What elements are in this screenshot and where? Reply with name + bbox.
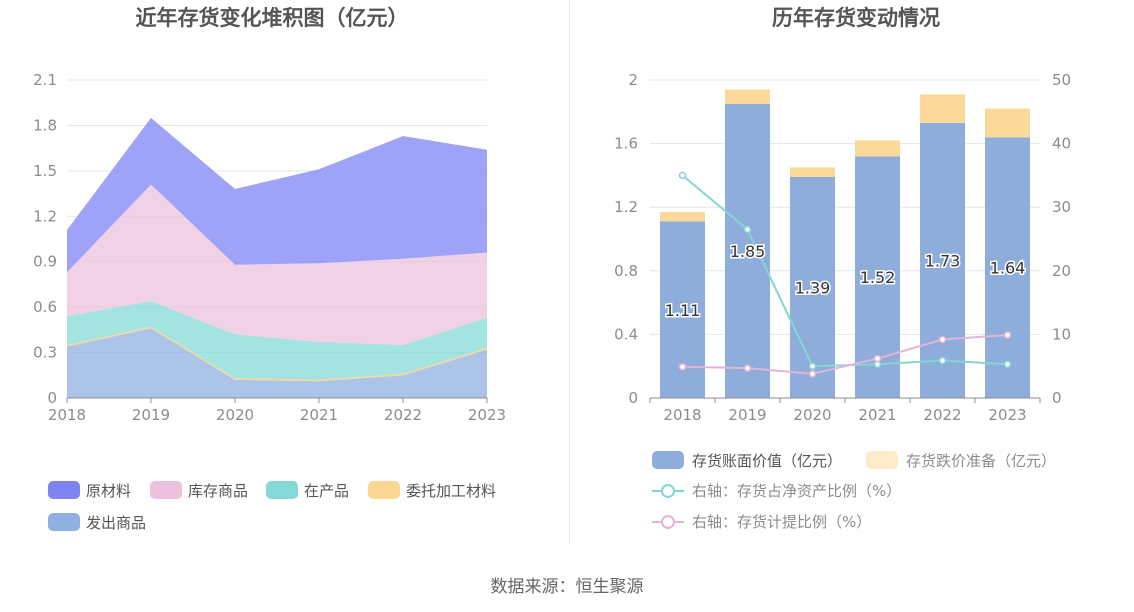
right-right-y-tick-label: 50 [1052, 71, 1071, 89]
left-x-tick-label: 2020 [216, 406, 254, 424]
bar-value-label: 1.11 [665, 301, 701, 320]
legend-label: 库存商品 [188, 482, 248, 500]
legend-swatch [48, 481, 80, 499]
legend-label: 存货跌价准备（亿元） [906, 452, 1056, 470]
left-area-layers [67, 117, 487, 398]
right-bar-line-chart: 历年存货变动情况 1.11 1.85 1.39 1.52 1.73 1.64 0 0.4 0.… [614, 6, 1071, 531]
right-right-y-tick-label: 30 [1052, 198, 1071, 216]
bar-book-value [985, 137, 1030, 399]
left-x-tick-label: 2023 [468, 406, 506, 424]
left-y-tick-label: 1.2 [33, 207, 57, 225]
bar-value-label: 1.85 [730, 242, 766, 261]
left-axes: 0 0.3 0.6 0.9 1.2 1.5 1.8 2.1 2018 2019 2020 2021 20… [33, 71, 506, 424]
line-point [1003, 360, 1012, 369]
left-y-tick-label: 0.9 [33, 253, 57, 271]
line-point [743, 364, 752, 372]
data-source-note: 数据来源：恒生聚源 [490, 577, 644, 597]
line-point [873, 354, 882, 363]
right-bars [660, 89, 1030, 399]
line-point [808, 362, 817, 370]
left-y-tick-label: 0 [47, 389, 57, 407]
bar-impairment [790, 167, 835, 177]
bar-book-value [790, 176, 835, 398]
left-x-tick-label: 2019 [132, 406, 170, 424]
line-point [1003, 331, 1012, 339]
legend-label: 右轴：存货计提比例（%） [692, 513, 871, 531]
left-y-tick-label: 1.5 [33, 162, 57, 180]
legend-label: 存货账面价值（亿元） [692, 452, 842, 470]
area-layer-库存商品 [67, 184, 487, 345]
legend-label: 在产品 [304, 482, 349, 500]
right-left-y-tick-label: 0 [628, 389, 638, 407]
bar-value-label: 1.64 [990, 259, 1026, 278]
right-legend: 存货账面价值（亿元） 存货跌价准备（亿元） 右轴：存货占净资产比例（%） 右轴：存货计… [652, 451, 1056, 531]
right-x-tick-label: 2020 [793, 406, 831, 424]
left-stacked-area-chart: 近年存货变化堆积图（亿元） 0 0.3 0.6 0.9 1.2 1.5 1.8 2.1 2018… [33, 6, 506, 532]
right-lines [678, 171, 1012, 378]
area-layer-发出商品 [67, 328, 487, 398]
legend-swatch [866, 451, 898, 469]
legend-swatch [48, 513, 80, 531]
bar-value-label: 1.52 [860, 268, 896, 287]
right-right-y-tick-label: 40 [1052, 135, 1071, 153]
area-layer-委托加工材料 [67, 326, 487, 382]
right-x-tick-label: 2019 [728, 406, 766, 424]
bar-impairment [985, 108, 1030, 138]
legend-marker [661, 484, 675, 498]
right-x-tick-label: 2023 [988, 406, 1026, 424]
right-left-y-tick-label: 0.8 [614, 262, 638, 280]
line-point [808, 370, 817, 378]
right-left-y-tick-label: 2 [628, 71, 638, 89]
area-layer-原材料 [67, 117, 487, 273]
right-right-y-tick-label: 10 [1052, 325, 1071, 343]
right-left-y-tick-label: 1.2 [614, 198, 638, 216]
right-right-y-tick-label: 20 [1052, 262, 1071, 280]
line-point [678, 363, 687, 371]
line-point [743, 225, 752, 234]
legend-label: 原材料 [86, 482, 131, 500]
right-bar-labels: 1.11 1.85 1.39 1.52 1.73 1.64 [663, 240, 1027, 321]
bar-impairment [855, 140, 900, 157]
line-provision-ratio [682, 334, 1008, 375]
left-y-tick-label: 0.6 [33, 298, 57, 316]
bar-value-label: 1.39 [795, 278, 831, 297]
line-point [938, 356, 947, 365]
legend-swatch [652, 451, 684, 469]
legend-swatch [266, 481, 298, 499]
left-x-tick-label: 2021 [300, 406, 338, 424]
legend-label: 右轴：存货占净资产比例（%） [692, 482, 901, 500]
bar-book-value [725, 103, 770, 398]
left-x-tick-label: 2022 [384, 406, 422, 424]
right-left-y-tick-label: 1.6 [614, 135, 638, 153]
right-gridlines [650, 79, 1040, 335]
legend-label: 委托加工材料 [406, 482, 496, 500]
right-left-y-tick-label: 0.4 [614, 325, 638, 343]
legend-label: 发出商品 [86, 514, 146, 532]
line-point [938, 335, 947, 344]
right-chart-title: 历年存货变动情况 [772, 6, 940, 30]
legend-swatch [150, 481, 182, 499]
right-x-tick-label: 2022 [923, 406, 961, 424]
left-x-tick-label: 2018 [48, 406, 86, 424]
bar-impairment [725, 89, 770, 104]
left-y-tick-label: 2.1 [33, 71, 57, 89]
legend-swatch [368, 481, 400, 499]
right-right-y-tick-label: 0 [1052, 389, 1062, 407]
right-x-tick-label: 2021 [858, 406, 896, 424]
bar-value-label: 1.73 [925, 251, 961, 270]
left-y-tick-label: 1.8 [33, 116, 57, 134]
bar-impairment [660, 211, 705, 222]
right-x-tick-label: 2018 [663, 406, 701, 424]
left-y-tick-label: 0.3 [33, 344, 57, 362]
line-point [678, 171, 687, 180]
area-layer-在产品 [67, 301, 487, 380]
bar-book-value [920, 122, 965, 399]
left-chart-title: 近年存货变化堆积图（亿元） [136, 6, 409, 30]
panel-divider [569, 0, 570, 545]
legend-marker [661, 515, 675, 529]
bar-impairment [920, 94, 965, 123]
